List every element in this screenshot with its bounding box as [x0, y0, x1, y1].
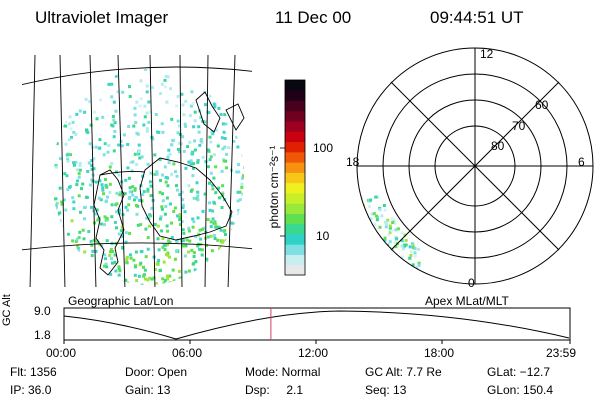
- mlt-label-12: 12: [480, 47, 494, 61]
- x-tick-1200: 12:00: [298, 346, 329, 360]
- x-tick-0000: 00:00: [46, 346, 77, 360]
- mlt-label-0: 0: [468, 276, 475, 290]
- altitude-curve: [63, 310, 570, 340]
- ip-value: IP: 36.0: [10, 383, 52, 397]
- x-tick-1800: 18:00: [424, 346, 455, 360]
- mlat-label-80: 80: [491, 139, 505, 153]
- gc-altitude: GC Alt: 7.7 Re: [365, 365, 442, 379]
- colorbar-tick-100: 100: [313, 141, 334, 155]
- mlt-label-6: 6: [578, 155, 585, 169]
- altitude-ymax: 9.0: [34, 304, 51, 318]
- dsp-value: Dsp: 2.1: [245, 383, 304, 397]
- mlt-label-18: 18: [346, 155, 360, 169]
- geo-grid-lines: [22, 55, 252, 287]
- date-label: 11 Dec 00: [275, 8, 352, 27]
- sequence-number: Seq: 13: [365, 383, 407, 397]
- door-status: Door: Open: [125, 365, 188, 379]
- mlat-label-70: 70: [512, 119, 526, 133]
- colorbar-tick-10: 10: [316, 229, 330, 243]
- polar-caption: Apex MLat/MLT: [425, 294, 509, 308]
- geo-caption: Geographic Lat/Lon: [68, 294, 174, 308]
- instrument-title: Ultraviolet Imager: [35, 8, 169, 27]
- geo-longitude: GLon: 150.4: [487, 383, 554, 397]
- flight-number: Flt: 1356: [10, 365, 57, 379]
- x-tick-0600: 06:00: [172, 346, 203, 360]
- altitude-ylabel: GC Alt: [1, 294, 13, 326]
- x-tick-2359: 23:59: [546, 346, 577, 360]
- geo-latitude: GLat: −12.7: [487, 365, 551, 379]
- altitude-ymin: 1.8: [34, 328, 51, 342]
- time-label: 09:44:51 UT: [430, 8, 524, 27]
- mode-value: Mode: Normal: [245, 365, 321, 379]
- mlat-label-60: 60: [535, 98, 549, 112]
- gain-value: Gain: 13: [125, 383, 171, 397]
